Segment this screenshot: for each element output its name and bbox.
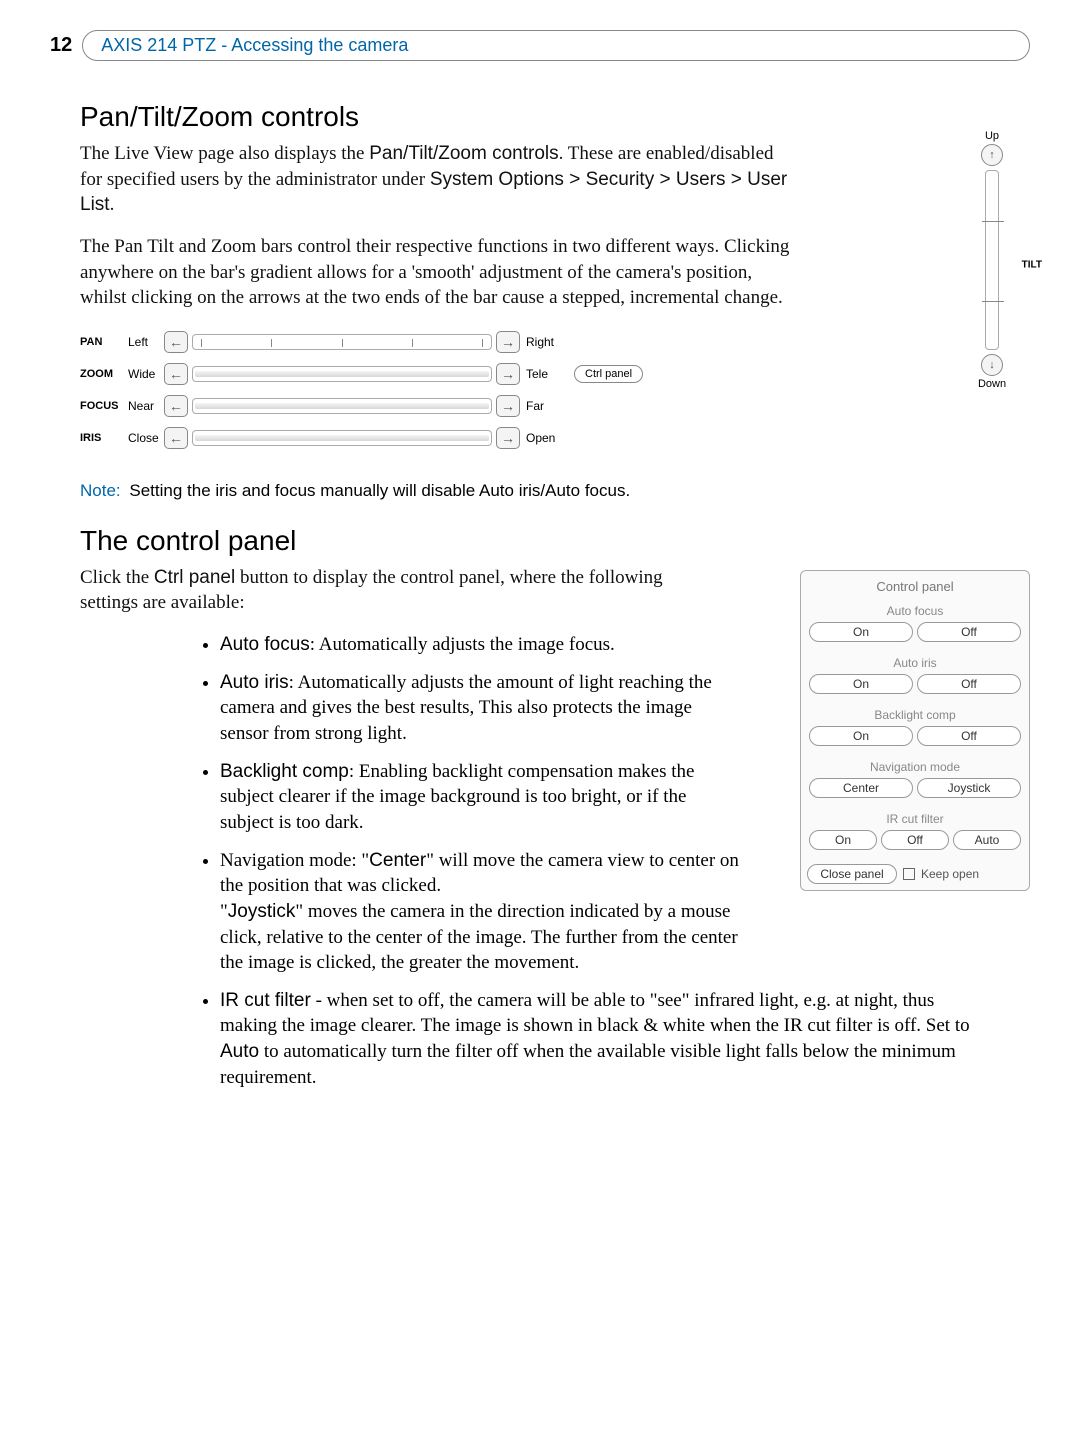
section-ptz-title: Pan/Tilt/Zoom controls	[80, 101, 1020, 133]
ctrl-option-button[interactable]: On	[809, 622, 913, 642]
ctrl-group-label: Auto iris	[809, 654, 1021, 674]
arrow-right-icon[interactable]: →	[496, 427, 520, 449]
ctrl-group: IR cut filterOnOffAuto	[807, 808, 1023, 856]
arrow-left-icon[interactable]: ←	[164, 427, 188, 449]
keep-open-checkbox[interactable]	[903, 868, 915, 880]
tilt-control: Up ↑ ↓ Down TILT	[962, 130, 1022, 400]
paragraph-2: The Pan Tilt and Zoom bars control their…	[80, 234, 1020, 311]
ptz-name-label: FOCUS	[80, 400, 128, 412]
tilt-side-label: TILT	[1022, 260, 1042, 271]
list-item: Backlight comp: Enabling backlight compe…	[220, 759, 740, 836]
ptz-left-label: Close	[128, 431, 164, 445]
header-title-text: AXIS 214 PTZ - Accessing the camera	[101, 35, 408, 55]
arrow-left-icon[interactable]: ←	[164, 331, 188, 353]
ctrl-panel-button[interactable]: Ctrl panel	[574, 365, 643, 383]
ctrl-group-label: Backlight comp	[809, 706, 1021, 726]
ptz-row-pan: PANLeft← → Right	[80, 327, 1020, 357]
ctrl-group-label: IR cut filter	[809, 810, 1021, 830]
ptz-slider-track[interactable]	[192, 334, 492, 350]
header-title-pill: AXIS 214 PTZ - Accessing the camera	[82, 30, 1030, 61]
page-header: 12 AXIS 214 PTZ - Accessing the camera	[50, 30, 1030, 61]
arrow-right-icon[interactable]: →	[496, 363, 520, 385]
arrow-right-icon[interactable]: →	[496, 331, 520, 353]
ctrl-option-button[interactable]: Joystick	[917, 778, 1021, 798]
arrow-right-icon[interactable]: →	[496, 395, 520, 417]
ptz-slider-track[interactable]	[192, 398, 492, 414]
arrow-left-icon[interactable]: ←	[164, 363, 188, 385]
ctrl-option-button[interactable]: On	[809, 830, 877, 850]
list-item: Navigation mode: "Center" will move the …	[220, 848, 740, 976]
ptz-right-label: Tele	[526, 367, 566, 381]
ctrl-option-button[interactable]: Off	[917, 726, 1021, 746]
ptz-sliders-figure: PANLeft←→RightZOOMWide←→TeleCtrl panelFO…	[80, 327, 1020, 453]
ctrl-option-button[interactable]: Auto	[953, 830, 1021, 850]
control-panel-figure: Control panel Auto focusOnOffAuto irisOn…	[800, 570, 1030, 891]
ctrl-group: Auto irisOnOff	[807, 652, 1023, 700]
tilt-up-label: Up	[962, 130, 1022, 142]
tilt-up-button[interactable]: ↑	[981, 144, 1003, 166]
ptz-slider-track[interactable]	[192, 430, 492, 446]
ptz-slider-track[interactable]	[192, 366, 492, 382]
list-item: Auto focus: Automatically adjusts the im…	[220, 632, 740, 658]
ptz-right-label: Right	[526, 335, 566, 349]
list-item: Auto iris: Automatically adjusts the amo…	[220, 670, 740, 747]
ctrl-option-button[interactable]: On	[809, 726, 913, 746]
ctrl-group: Backlight compOnOff	[807, 704, 1023, 752]
tilt-track[interactable]	[985, 170, 999, 350]
ptz-row-focus: FOCUSNear← → Far	[80, 391, 1020, 421]
ptz-right-label: Far	[526, 399, 566, 413]
ptz-row-iris: IRISClose← → Open	[80, 423, 1020, 453]
ctrl-group-label: Navigation mode	[809, 758, 1021, 778]
ptz-name-label: PAN	[80, 336, 128, 348]
ptz-row-zoom: ZOOMWide← → Tele Ctrl panel	[80, 359, 1020, 389]
close-panel-button[interactable]: Close panel	[807, 864, 897, 884]
settings-list: Auto focus: Automatically adjusts the im…	[220, 632, 740, 976]
list-item: IR cut filter - when set to off, the cam…	[220, 988, 990, 1091]
ctrl-group-label: Auto focus	[809, 602, 1021, 622]
ctrl-fig-title: Control panel	[807, 577, 1023, 600]
ctrl-option-button[interactable]: Center	[809, 778, 913, 798]
ptz-right-label: Open	[526, 431, 566, 445]
section-control-panel-title: The control panel	[80, 525, 1020, 557]
keep-open-label: Keep open	[921, 867, 979, 881]
ctrl-option-button[interactable]: Off	[881, 830, 949, 850]
note-line: Note: Setting the iris and focus manuall…	[80, 481, 1020, 501]
ptz-left-label: Near	[128, 399, 164, 413]
page-number: 12	[50, 34, 72, 57]
ctrl-option-button[interactable]: Off	[917, 674, 1021, 694]
settings-list-wide: IR cut filter - when set to off, the cam…	[220, 988, 990, 1091]
ctrl-option-button[interactable]: Off	[917, 622, 1021, 642]
ctrl-option-button[interactable]: On	[809, 674, 913, 694]
ctrl-group: Auto focusOnOff	[807, 600, 1023, 648]
ptz-name-label: IRIS	[80, 432, 128, 444]
tilt-down-label: Down	[962, 378, 1022, 390]
paragraph-1: The Live View page also displays the Pan…	[80, 141, 1020, 218]
ptz-left-label: Left	[128, 335, 164, 349]
ctrl-group: Navigation modeCenterJoystick	[807, 756, 1023, 804]
ptz-left-label: Wide	[128, 367, 164, 381]
note-label: Note:	[80, 481, 121, 500]
ptz-name-label: ZOOM	[80, 368, 128, 380]
tilt-down-button[interactable]: ↓	[981, 354, 1003, 376]
arrow-left-icon[interactable]: ←	[164, 395, 188, 417]
